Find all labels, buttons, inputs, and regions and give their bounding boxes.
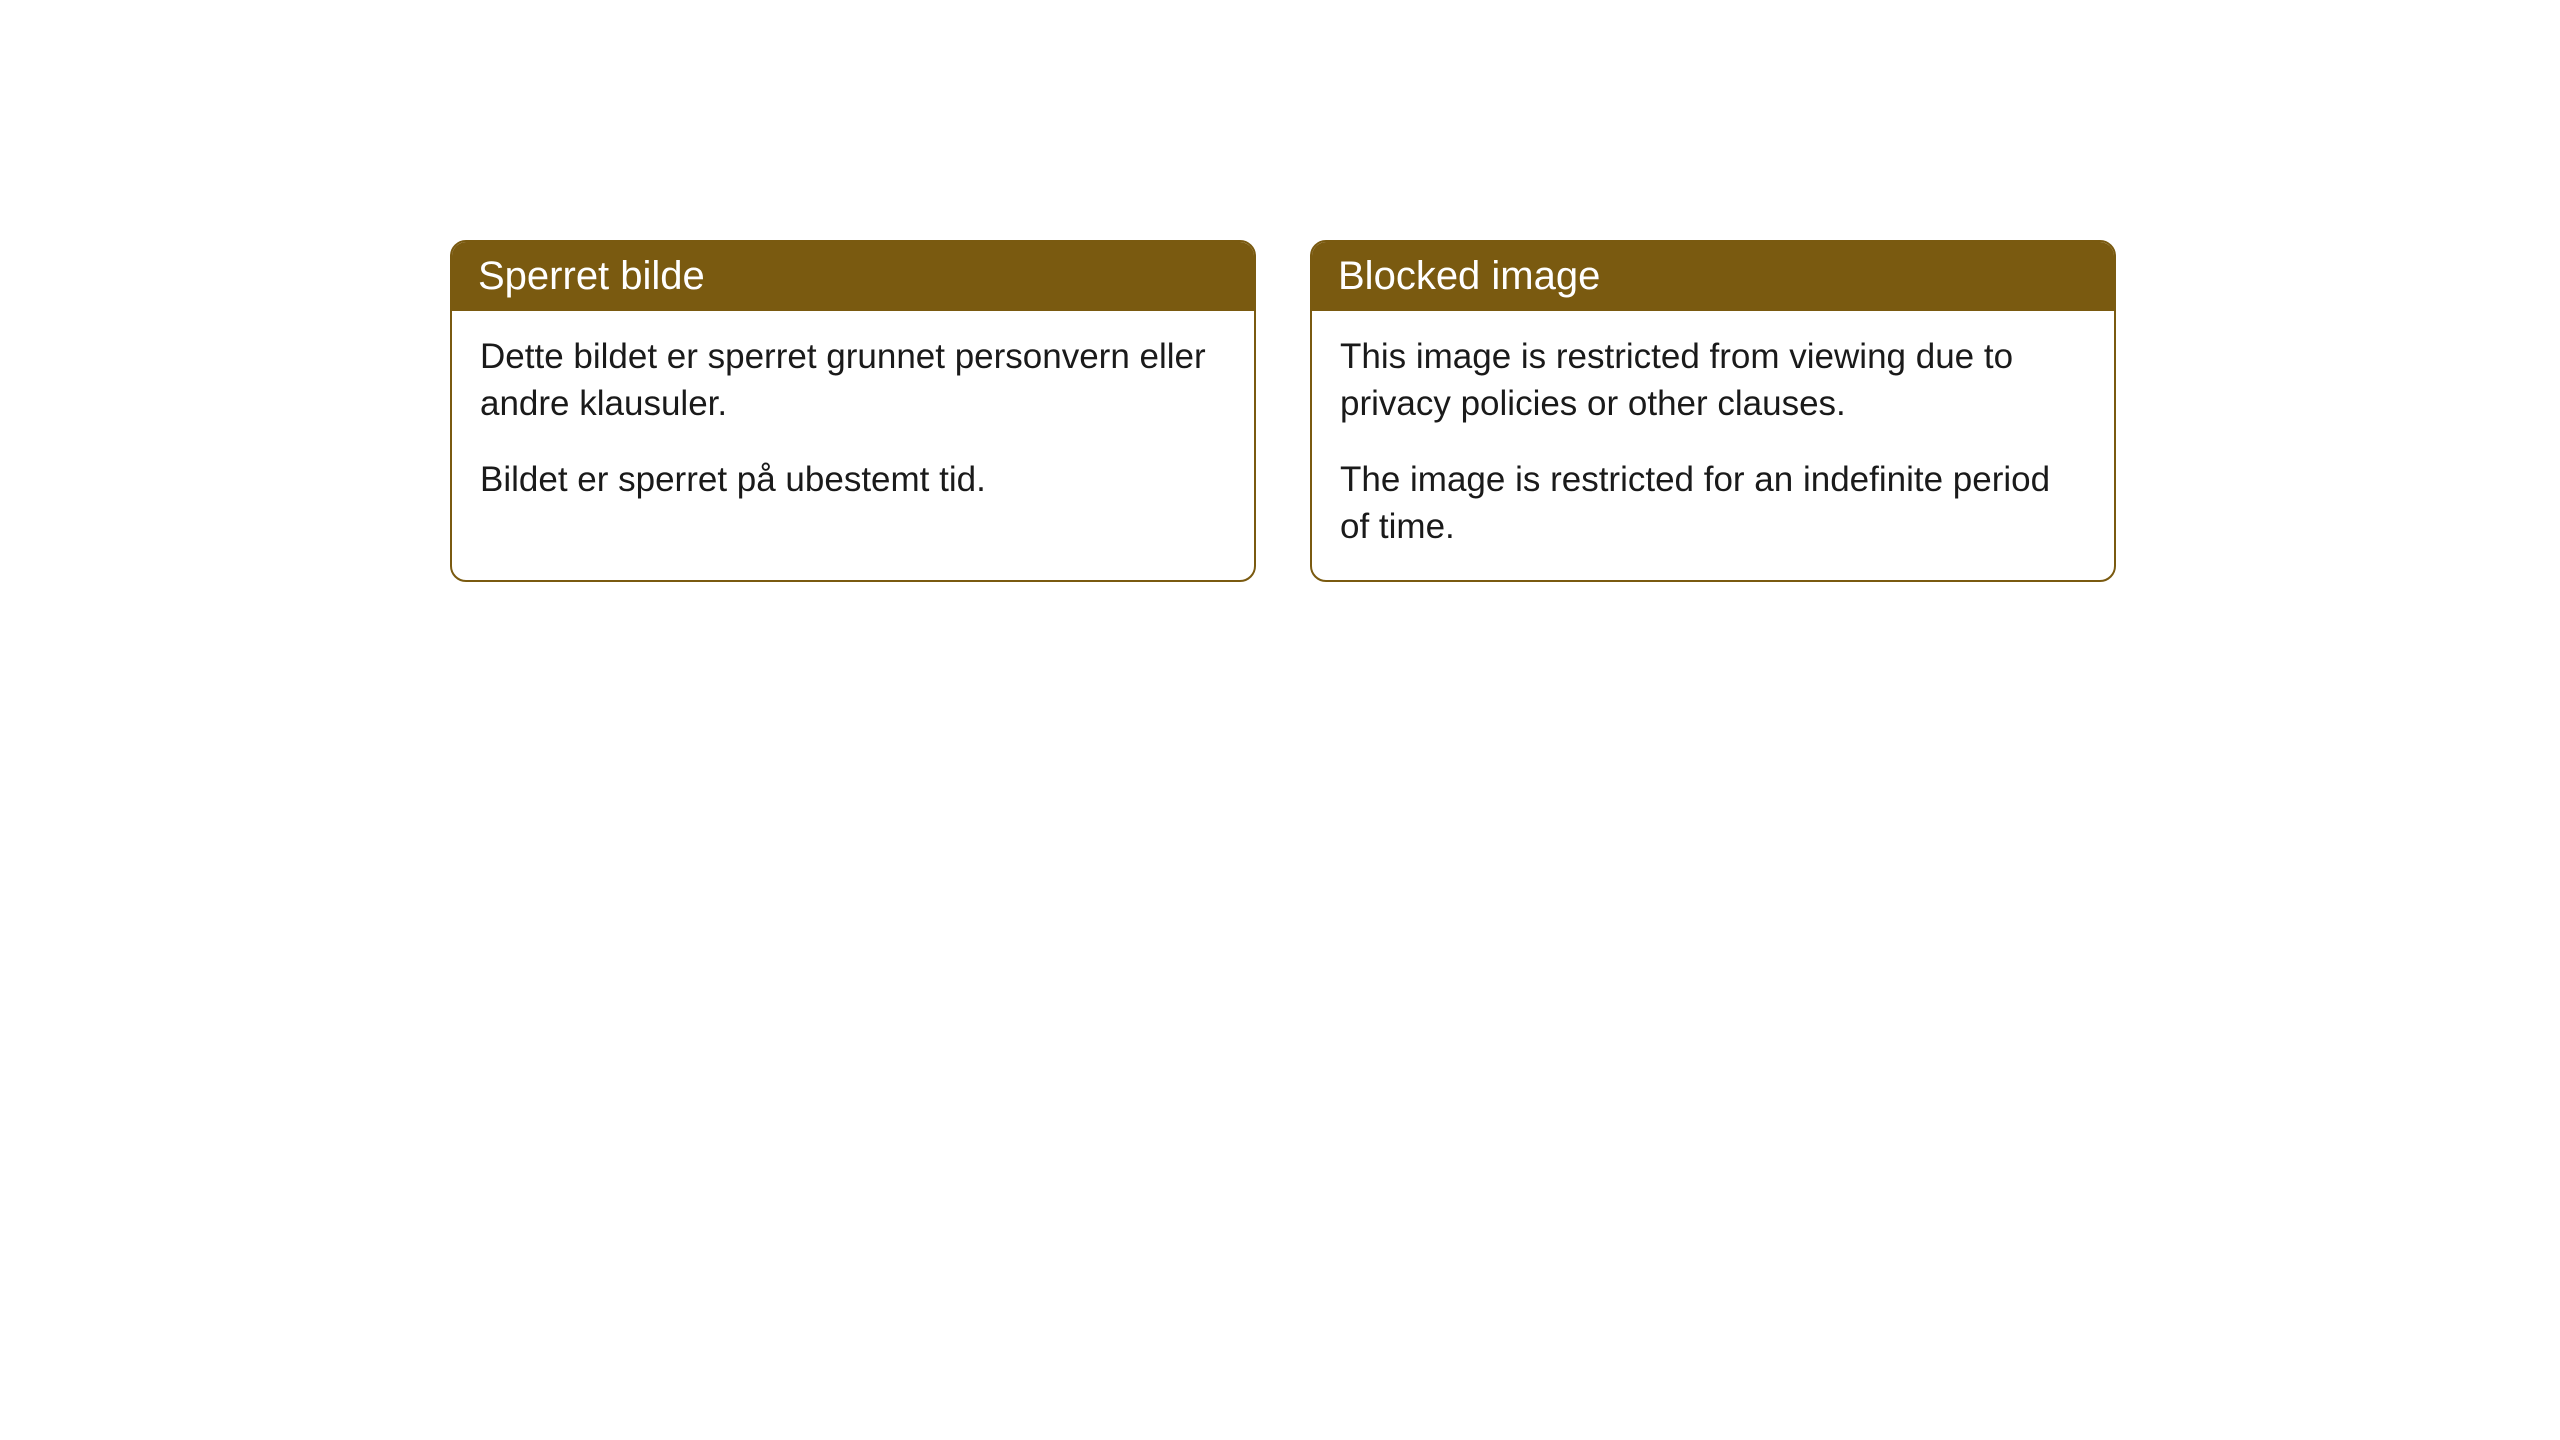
card-paragraph: This image is restricted from viewing du… bbox=[1340, 333, 2086, 428]
card-header: Sperret bilde bbox=[452, 242, 1254, 311]
blocked-image-card-no: Sperret bilde Dette bildet er sperret gr… bbox=[450, 240, 1256, 582]
blocked-image-card-en: Blocked image This image is restricted f… bbox=[1310, 240, 2116, 582]
card-paragraph: Dette bildet er sperret grunnet personve… bbox=[480, 333, 1226, 428]
card-paragraph: The image is restricted for an indefinit… bbox=[1340, 456, 2086, 551]
card-header: Blocked image bbox=[1312, 242, 2114, 311]
card-body: This image is restricted from viewing du… bbox=[1312, 311, 2114, 580]
notice-cards-container: Sperret bilde Dette bildet er sperret gr… bbox=[450, 240, 2116, 582]
card-body: Dette bildet er sperret grunnet personve… bbox=[452, 311, 1254, 533]
card-paragraph: Bildet er sperret på ubestemt tid. bbox=[480, 456, 1226, 503]
